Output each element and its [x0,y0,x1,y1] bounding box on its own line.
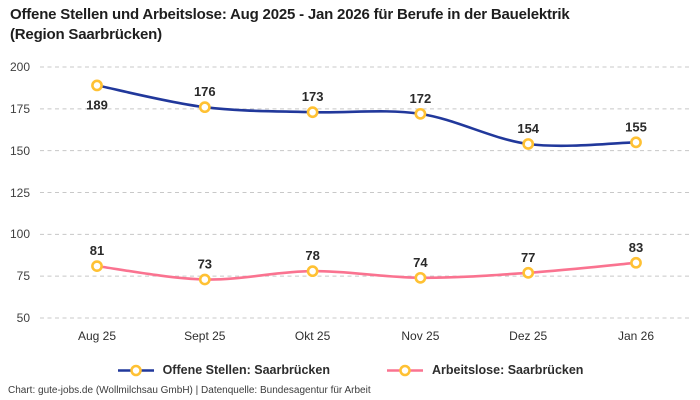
legend: Offene Stellen: Saarbrücken Arbeitslose:… [0,361,700,379]
x-tick-label: Dez 25 [509,329,548,343]
data-label: 73 [198,257,212,272]
y-tick-label: 200 [9,60,30,74]
series-line [95,84,638,148]
data-point-marker [306,265,319,278]
data-point-marker [522,266,535,279]
data-label: 81 [90,243,104,258]
data-point-marker [198,101,211,114]
line-marker-icon [117,364,154,376]
data-point-marker [414,107,427,120]
legend-item-arbeitslose: Arbeitslose: Saarbrücken [386,363,583,377]
plot-svg: 189 176 173 172 154 155 81 73 78 74 77 83 [40,66,690,319]
y-tick-label: 75 [16,269,30,284]
data-point-marker [306,106,319,119]
data-label: 78 [305,248,319,263]
y-tick-label: 50 [16,311,30,325]
data-label: 154 [517,121,539,136]
data-point-marker [414,271,427,284]
data-label: 176 [194,84,216,99]
attribution-text: Chart: gute-jobs.de (Wollmilchsau GmbH) … [8,385,371,396]
data-label: 173 [302,89,324,104]
data-point-marker [198,273,211,286]
data-point-marker [91,79,103,92]
data-point-marker [91,260,103,273]
series-line [95,261,638,281]
data-point-marker [630,256,642,269]
data-point-marker [522,138,535,150]
y-tick-label: 175 [9,101,30,116]
data-label: 172 [410,91,432,106]
data-label: 74 [413,255,428,270]
y-tick-label: 125 [9,185,30,200]
data-label: 155 [625,119,647,134]
data-label: 77 [521,250,535,265]
data-label: 189 [86,97,108,112]
x-tick-label: Aug 25 [77,329,117,343]
legend-label-offene-stellen: Offene Stellen: Saarbrücken [162,363,330,377]
legend-item-offene-stellen: Offene Stellen: Saarbrücken [117,363,330,377]
data-label: 83 [629,240,643,255]
y-tick-label: 100 [9,227,30,242]
chart-title: Offene Stellen und Arbeitslose: Aug 2025… [10,6,570,43]
legend-label-arbeitslose: Arbeitslose: Saarbrücken [431,363,584,377]
x-tick-label: Nov 25 [401,329,440,343]
x-tick-label: Jan 26 [617,329,655,343]
x-tick-label: Okt 25 [294,329,331,343]
line-marker-icon [386,364,423,376]
data-point-marker [630,136,642,149]
y-tick-label: 150 [9,143,30,158]
x-tick-label: Sept 25 [184,329,226,343]
